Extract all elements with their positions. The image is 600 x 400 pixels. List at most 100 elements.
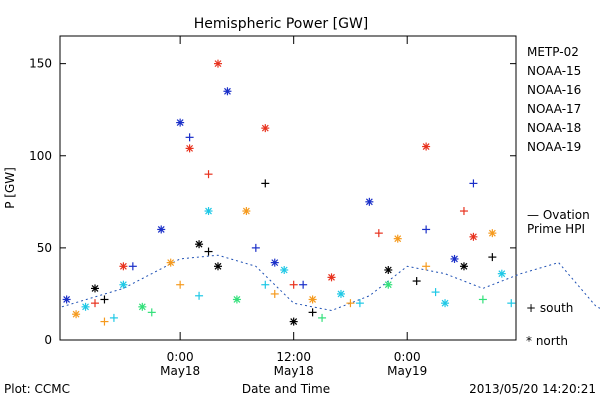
marker-stroke bbox=[394, 235, 402, 243]
x-tick-time: 0:00 bbox=[167, 350, 194, 364]
north-marker bbox=[441, 299, 450, 308]
marker-stroke bbox=[91, 284, 99, 292]
north-marker bbox=[242, 207, 251, 216]
north-marker bbox=[365, 197, 374, 206]
south-marker bbox=[261, 179, 270, 188]
ovation-legend-1: — Ovation bbox=[527, 208, 590, 222]
marker-stroke bbox=[470, 233, 477, 241]
marker-stroke bbox=[63, 296, 71, 303]
north-marker bbox=[450, 254, 459, 263]
marker-stroke bbox=[214, 262, 222, 270]
north-marker bbox=[166, 258, 175, 267]
legend: METP-02 NOAA-15 NOAA-16 NOAA-17 NOAA-18 NOAA-… bbox=[527, 45, 581, 154]
marker-stroke bbox=[186, 144, 194, 152]
x-tick-time: 0:00 bbox=[394, 350, 421, 364]
north-marker bbox=[393, 234, 402, 243]
marker-stroke bbox=[195, 240, 203, 248]
south-marker bbox=[422, 262, 431, 271]
marker-stroke bbox=[167, 259, 175, 267]
marker-stroke bbox=[119, 281, 127, 289]
south-marker bbox=[308, 308, 317, 317]
marker-stroke bbox=[271, 259, 279, 267]
south-marker bbox=[422, 225, 431, 234]
south-marker bbox=[355, 299, 364, 308]
marker-stroke bbox=[119, 262, 127, 270]
south-marker bbox=[128, 262, 137, 271]
north-marker bbox=[459, 262, 468, 271]
y-tick-label: 150 bbox=[29, 57, 52, 71]
north-marker bbox=[157, 225, 166, 234]
marker-stroke bbox=[205, 207, 212, 215]
north-marker bbox=[488, 229, 497, 238]
marker-stroke bbox=[138, 303, 146, 311]
timestamp: 2013/05/20 14:20:21 bbox=[469, 382, 596, 396]
south-marker bbox=[100, 295, 109, 304]
marker-stroke bbox=[261, 124, 269, 132]
marker-stroke bbox=[82, 303, 89, 311]
south-marker bbox=[147, 308, 156, 317]
marker-stroke bbox=[280, 266, 288, 274]
y-tick-label: 50 bbox=[37, 241, 52, 255]
marker-stroke bbox=[384, 281, 392, 289]
south-marker bbox=[100, 317, 109, 326]
north-marker bbox=[204, 207, 213, 216]
marker-stroke bbox=[290, 318, 298, 326]
north-marker bbox=[81, 302, 90, 311]
y-tick-label: 100 bbox=[29, 149, 52, 163]
north-marker bbox=[469, 232, 478, 241]
south-marker bbox=[374, 229, 383, 238]
ovation-legend-2: Prime HPI bbox=[527, 222, 585, 236]
legend-item: NOAA-16 bbox=[527, 83, 581, 97]
x-tick-time: 12:00 bbox=[276, 350, 311, 364]
north-marker bbox=[119, 280, 128, 289]
marker-stroke bbox=[488, 229, 496, 237]
south-marker bbox=[289, 280, 298, 289]
north-marker bbox=[270, 258, 279, 267]
plot-credit: Plot: CCMC bbox=[4, 382, 70, 396]
marker-stroke bbox=[224, 87, 231, 95]
north-marker bbox=[327, 273, 336, 282]
north-marker bbox=[213, 262, 222, 271]
north-marker bbox=[336, 289, 345, 298]
south-marker bbox=[318, 313, 327, 322]
south-marker bbox=[195, 291, 204, 300]
ovation-line-group bbox=[61, 254, 600, 312]
south-marker bbox=[176, 280, 185, 289]
north-marker bbox=[261, 124, 270, 133]
marker-stroke bbox=[441, 299, 449, 307]
marker-stroke bbox=[365, 198, 373, 206]
legend-item: NOAA-17 bbox=[527, 102, 581, 116]
x-axis-label: Date and Time bbox=[242, 382, 330, 396]
y-tick-label: 0 bbox=[44, 333, 52, 347]
legend-south-marker: + south bbox=[526, 301, 573, 315]
north-marker bbox=[384, 265, 393, 274]
north-marker bbox=[185, 144, 194, 153]
marker-stroke bbox=[460, 262, 468, 270]
north-marker bbox=[119, 262, 128, 271]
legend-item: METP-02 bbox=[527, 45, 579, 59]
marker-stroke bbox=[72, 310, 80, 318]
marker-stroke bbox=[242, 207, 250, 215]
south-marker bbox=[346, 299, 355, 308]
y-axis-label: P [GW] bbox=[3, 167, 17, 209]
south-marker bbox=[488, 253, 497, 262]
north-marker bbox=[62, 295, 71, 304]
legend-north-marker: * north bbox=[526, 334, 568, 348]
south-marker bbox=[507, 299, 516, 308]
north-marker bbox=[213, 59, 222, 68]
south-marker bbox=[299, 280, 308, 289]
marker-stroke bbox=[328, 273, 335, 281]
south-marker bbox=[204, 247, 213, 256]
north-marker bbox=[138, 302, 147, 311]
marker-stroke bbox=[337, 290, 345, 298]
marker-stroke bbox=[214, 60, 222, 68]
marker-stroke bbox=[451, 255, 458, 263]
chart-title: Hemispheric Power [GW] bbox=[194, 16, 369, 32]
marker-stroke bbox=[176, 119, 184, 127]
north-marker bbox=[384, 280, 393, 289]
north-marker bbox=[497, 269, 506, 278]
south-marker bbox=[91, 299, 100, 308]
south-marker bbox=[431, 288, 440, 297]
ovation-line bbox=[61, 254, 600, 312]
